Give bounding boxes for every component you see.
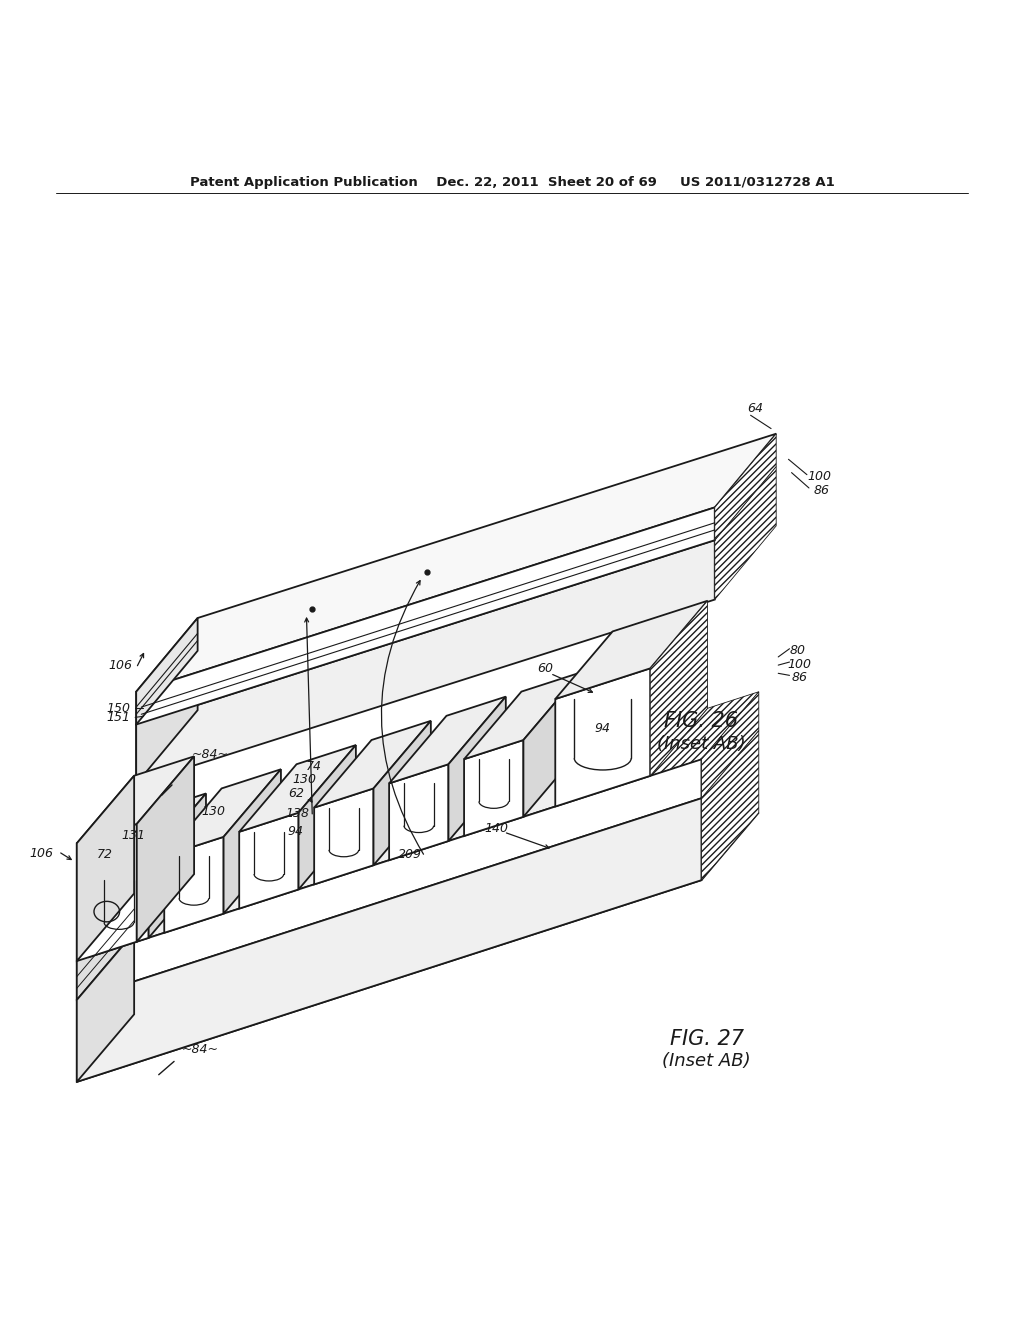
Text: 64: 64	[748, 401, 764, 414]
Polygon shape	[136, 651, 198, 784]
Text: 86: 86	[813, 483, 829, 496]
Text: 150: 150	[106, 702, 131, 714]
Polygon shape	[77, 824, 137, 961]
Polygon shape	[136, 618, 198, 725]
Text: 94: 94	[288, 825, 303, 838]
Polygon shape	[374, 721, 431, 865]
Text: (Inset AB): (Inset AB)	[663, 1052, 751, 1071]
Polygon shape	[77, 932, 134, 1082]
Text: 138: 138	[285, 807, 309, 820]
Polygon shape	[77, 799, 701, 1082]
Polygon shape	[701, 692, 759, 799]
Text: 100: 100	[807, 470, 831, 483]
Polygon shape	[715, 434, 776, 540]
Text: 62: 62	[288, 787, 304, 800]
Polygon shape	[701, 731, 759, 880]
Polygon shape	[223, 770, 281, 913]
Text: FIG. 27: FIG. 27	[670, 1028, 743, 1049]
Polygon shape	[148, 793, 206, 937]
Polygon shape	[164, 837, 223, 933]
Text: 86: 86	[792, 671, 808, 684]
Polygon shape	[77, 756, 195, 843]
Text: ~84~: ~84~	[181, 1043, 218, 1056]
Polygon shape	[240, 744, 356, 832]
Polygon shape	[77, 813, 759, 1082]
Polygon shape	[389, 697, 506, 783]
Polygon shape	[136, 434, 776, 692]
Polygon shape	[164, 770, 281, 855]
Text: 100: 100	[787, 657, 812, 671]
Polygon shape	[555, 601, 708, 700]
Text: 106: 106	[109, 659, 133, 672]
Text: 130: 130	[292, 774, 316, 787]
Polygon shape	[77, 709, 708, 961]
Text: 72: 72	[96, 849, 113, 861]
Text: 106: 106	[29, 847, 53, 861]
Text: (Inset AB): (Inset AB)	[657, 735, 745, 752]
Polygon shape	[314, 788, 374, 884]
Polygon shape	[136, 507, 715, 725]
Polygon shape	[299, 744, 356, 890]
Text: 209: 209	[397, 847, 422, 861]
Text: 80: 80	[790, 644, 806, 657]
Text: 140: 140	[484, 822, 509, 836]
Text: Patent Application Publication    Dec. 22, 2011  Sheet 20 of 69     US 2011/0312: Patent Application Publication Dec. 22, …	[189, 177, 835, 189]
Text: FIG. 26: FIG. 26	[665, 711, 738, 731]
Polygon shape	[77, 759, 701, 1001]
Text: 60: 60	[537, 661, 553, 675]
Text: 151: 151	[106, 711, 131, 723]
Polygon shape	[314, 721, 431, 808]
Polygon shape	[555, 668, 650, 807]
Polygon shape	[136, 540, 715, 784]
Polygon shape	[137, 756, 195, 941]
Polygon shape	[715, 466, 776, 599]
Text: 131: 131	[122, 829, 145, 842]
Text: ~84~: ~84~	[191, 747, 228, 760]
Polygon shape	[464, 672, 581, 759]
Polygon shape	[464, 741, 523, 836]
Polygon shape	[650, 692, 759, 776]
Polygon shape	[89, 861, 148, 957]
Polygon shape	[389, 764, 449, 861]
Polygon shape	[650, 601, 708, 776]
Polygon shape	[89, 793, 206, 880]
Polygon shape	[77, 894, 134, 1001]
Text: 130: 130	[202, 805, 225, 818]
Text: 74: 74	[306, 760, 323, 774]
Polygon shape	[77, 776, 134, 961]
Polygon shape	[240, 813, 299, 908]
Polygon shape	[523, 672, 581, 817]
Text: 94: 94	[595, 722, 610, 735]
Polygon shape	[449, 697, 506, 841]
